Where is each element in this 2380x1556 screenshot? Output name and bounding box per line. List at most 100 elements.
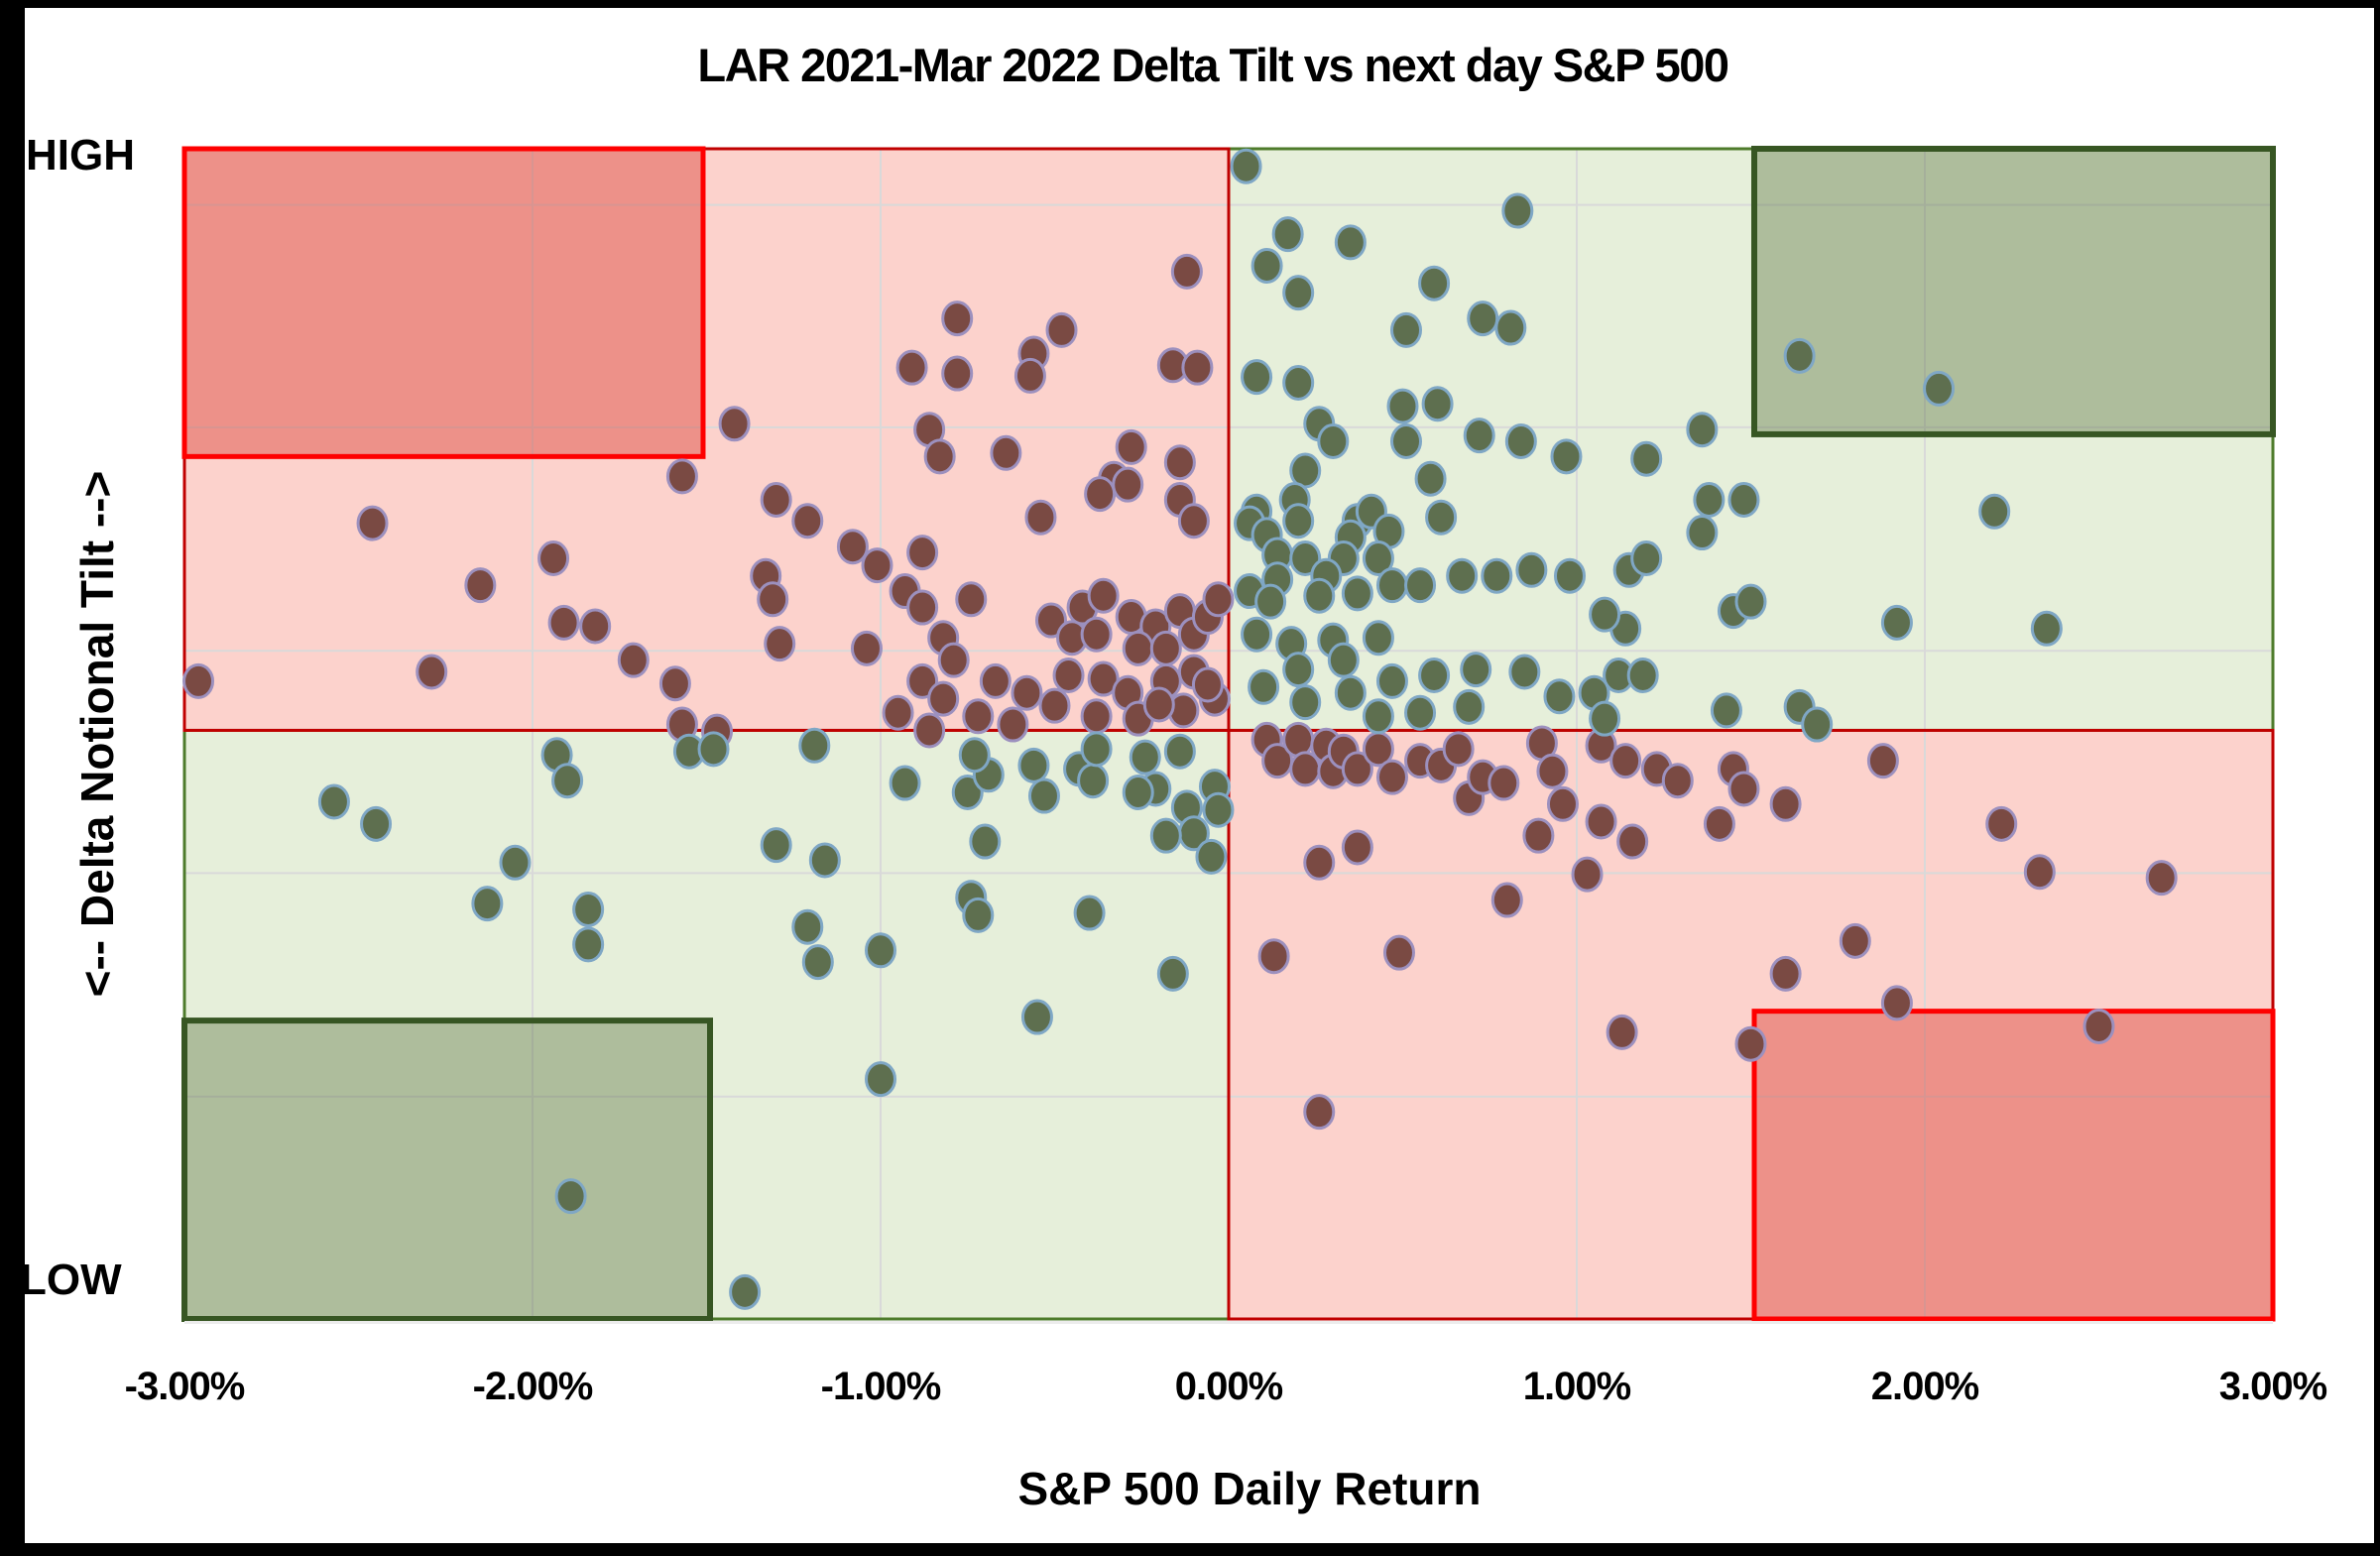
- scatter-point-green-points: [1515, 551, 1548, 588]
- scatter-point-red-points: [913, 712, 946, 749]
- scatter-point-green-points: [1017, 747, 1050, 783]
- scatter-point-green-points: [471, 886, 504, 922]
- scatter-point-green-points: [1923, 370, 1956, 407]
- scatter-point-green-points: [1418, 658, 1451, 693]
- scatter-point-red-points: [1703, 805, 1735, 842]
- scatter-point-red-points: [1038, 687, 1071, 724]
- scatter-point-green-points: [1129, 739, 1161, 776]
- scatter-point-red-points: [941, 355, 974, 392]
- scatter-point-green-points: [1362, 540, 1394, 576]
- x-tick-label: 2.00%: [1870, 1365, 1979, 1408]
- scatter-point-green-points: [1073, 895, 1106, 931]
- scatter-point-green-points: [1630, 440, 1663, 477]
- x-tick-label: 1.00%: [1522, 1365, 1631, 1408]
- x-tick-label: -1.00%: [820, 1365, 942, 1408]
- scatter-point-green-points: [1463, 418, 1495, 454]
- scatter-point-red-points: [1303, 844, 1336, 881]
- scatter-point-green-points: [1375, 662, 1408, 699]
- scatter-point-green-points: [1978, 493, 2011, 530]
- scatter-point-green-points: [865, 932, 896, 969]
- scatter-point-green-points: [1626, 658, 1659, 693]
- scatter-point-red-points: [1080, 616, 1113, 653]
- scatter-point-green-points: [1248, 668, 1280, 705]
- plot-svg: [181, 146, 2276, 1322]
- scatter-point-green-points: [1589, 596, 1621, 633]
- scatter-point-green-points: [1149, 817, 1182, 854]
- scatter-point-red-points: [1985, 805, 2018, 842]
- scatter-point-red-points: [941, 300, 974, 337]
- scatter-point-green-points: [1801, 706, 1834, 743]
- scatter-point-red-points: [1202, 581, 1235, 618]
- scatter-point-green-points: [1710, 692, 1742, 729]
- scatter-point-green-points: [499, 844, 532, 881]
- scatter-point-red-points: [1080, 698, 1113, 735]
- scatter-point-green-points: [951, 775, 984, 810]
- scatter-point-red-points: [760, 482, 792, 518]
- scatter-point-green-points: [1414, 460, 1447, 497]
- y-axis-high-label: HIGH: [26, 131, 135, 180]
- scatter-point-red-points: [1122, 630, 1154, 666]
- scatter-point-red-points: [356, 505, 389, 541]
- scatter-point-green-points: [1163, 733, 1196, 770]
- scatter-point-green-points: [1390, 423, 1423, 459]
- scatter-point-red-points: [1011, 674, 1043, 711]
- scatter-point-green-points: [1317, 423, 1350, 459]
- scatter-point-green-points: [1467, 300, 1499, 337]
- scatter-point-red-points: [791, 503, 824, 539]
- scatter-point-red-points: [1571, 856, 1604, 893]
- scatter-point-red-points: [979, 662, 1012, 699]
- scatter-point-green-points: [1686, 515, 1719, 551]
- scatter-point-red-points: [1727, 771, 1760, 807]
- scatter-point-red-points: [2082, 1009, 2115, 1044]
- y-axis-title: <-- Delta Notional Tilt -->: [71, 470, 123, 998]
- scatter-point-green-points: [1727, 482, 1760, 518]
- scatter-point-green-points: [551, 763, 584, 799]
- scatter-point-green-points: [1390, 311, 1423, 348]
- x-tick-label: -3.00%: [124, 1365, 246, 1408]
- scatter-point-green-points: [1282, 275, 1315, 311]
- scatter-point-red-points: [1661, 763, 1694, 799]
- scatter-point-red-points: [923, 438, 956, 475]
- scatter-point-red-points: [1034, 602, 1067, 639]
- scatter-point-green-points: [1421, 386, 1454, 422]
- scatter-point-green-points: [1550, 438, 1583, 475]
- scatter-point-red-points: [836, 529, 869, 565]
- scatter-point-red-points: [1191, 666, 1224, 703]
- scatter-point-green-points: [697, 731, 730, 768]
- scatter-point-red-points: [1375, 759, 1408, 795]
- scatter-point-red-points: [617, 642, 650, 678]
- scatter-point-red-points: [882, 694, 914, 731]
- scatter-point-green-points: [1250, 248, 1283, 284]
- scatter-point-red-points: [2023, 854, 2056, 891]
- scatter-point-red-points: [1115, 428, 1147, 465]
- scatter-point-green-points: [1195, 838, 1228, 875]
- scatter-point-green-points: [554, 1178, 587, 1215]
- scatter-point-green-points: [1254, 583, 1287, 620]
- scatter-point-red-points: [1257, 938, 1290, 975]
- scatter-point-green-points: [360, 805, 393, 842]
- scatter-point-green-points: [1508, 654, 1541, 690]
- scatter-point-green-points: [801, 944, 834, 981]
- x-axis-line: [184, 1321, 2273, 1324]
- scatter-point-red-points: [658, 665, 691, 702]
- scatter-point-red-points: [1769, 785, 1802, 822]
- scatter-point-red-points: [416, 654, 448, 690]
- scatter-point-red-points: [1839, 922, 1871, 959]
- scatter-point-green-points: [865, 1061, 896, 1098]
- scatter-point-red-points: [1045, 311, 1078, 348]
- scatter-point-green-points: [760, 827, 792, 864]
- scatter-point-red-points: [547, 604, 580, 641]
- scatter-point-green-points: [1504, 423, 1537, 459]
- scatter-point-red-points: [927, 680, 960, 717]
- scatter-point-red-points: [955, 581, 988, 618]
- scatter-point-green-points: [1375, 567, 1408, 604]
- scatter-point-red-points: [1024, 499, 1057, 536]
- scatter-point-green-points: [958, 737, 991, 774]
- scatter-point-red-points: [1052, 658, 1085, 693]
- scatter-point-green-points: [791, 908, 824, 945]
- scatter-point-green-points: [1630, 540, 1663, 576]
- scatter-point-red-points: [1616, 823, 1649, 860]
- y-axis-low-label: LOW: [20, 1256, 122, 1304]
- scatter-point-red-points: [1341, 829, 1373, 866]
- x-tick-label: 3.00%: [2218, 1365, 2327, 1408]
